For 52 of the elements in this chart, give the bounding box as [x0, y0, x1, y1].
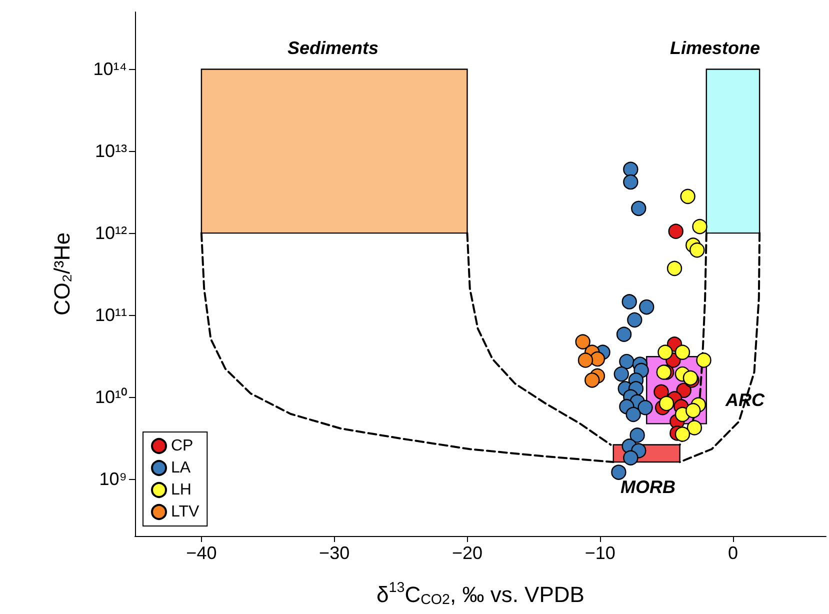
point	[666, 260, 682, 276]
y-tick-label: 10¹¹	[94, 304, 127, 325]
point	[622, 294, 637, 310]
point	[656, 364, 672, 380]
annotation: Limestone	[670, 38, 760, 58]
point	[692, 218, 708, 234]
point	[658, 344, 673, 360]
point	[619, 354, 634, 370]
point	[674, 426, 690, 442]
point	[631, 200, 646, 216]
point	[668, 224, 684, 239]
point	[658, 396, 674, 412]
y-tick-label: 10¹⁴	[93, 59, 127, 80]
point	[638, 400, 653, 416]
point	[614, 366, 629, 382]
legend-label: LH	[171, 482, 192, 498]
y-tick-label: 10¹³	[94, 141, 127, 162]
point	[623, 162, 638, 177]
point	[680, 188, 696, 204]
point	[623, 174, 638, 190]
point	[686, 402, 701, 418]
legend-label: CP	[171, 438, 194, 454]
x-tick-label: −40	[186, 543, 217, 563]
point	[626, 406, 641, 422]
point	[654, 384, 669, 400]
y-tick-label: 10⁹	[99, 468, 127, 489]
point	[623, 450, 638, 466]
x-tick-label: −20	[452, 543, 482, 563]
annotation: Sediments	[287, 38, 379, 58]
point	[630, 428, 645, 443]
point	[578, 352, 594, 368]
y-tick-label: 10¹⁰	[94, 386, 127, 407]
point	[674, 344, 690, 360]
point	[590, 351, 606, 367]
x-tick-label: 0	[728, 543, 738, 563]
point	[696, 352, 712, 368]
x-tick-label: −10	[584, 543, 616, 563]
legend-label: LTV	[171, 504, 200, 520]
y-tick-label: 10¹²	[94, 223, 127, 244]
point	[639, 299, 654, 315]
annotation: MORB	[620, 477, 676, 497]
point	[611, 464, 626, 480]
point	[627, 312, 642, 328]
point	[686, 420, 702, 436]
x-tick-label: −30	[319, 543, 350, 563]
point	[584, 372, 600, 388]
legend-label: LA	[171, 460, 191, 476]
point	[690, 242, 705, 258]
point	[575, 334, 590, 350]
point	[616, 326, 632, 342]
annotation: ARC	[724, 390, 766, 410]
y-axis-title: CO₂/³He	[50, 232, 74, 316]
